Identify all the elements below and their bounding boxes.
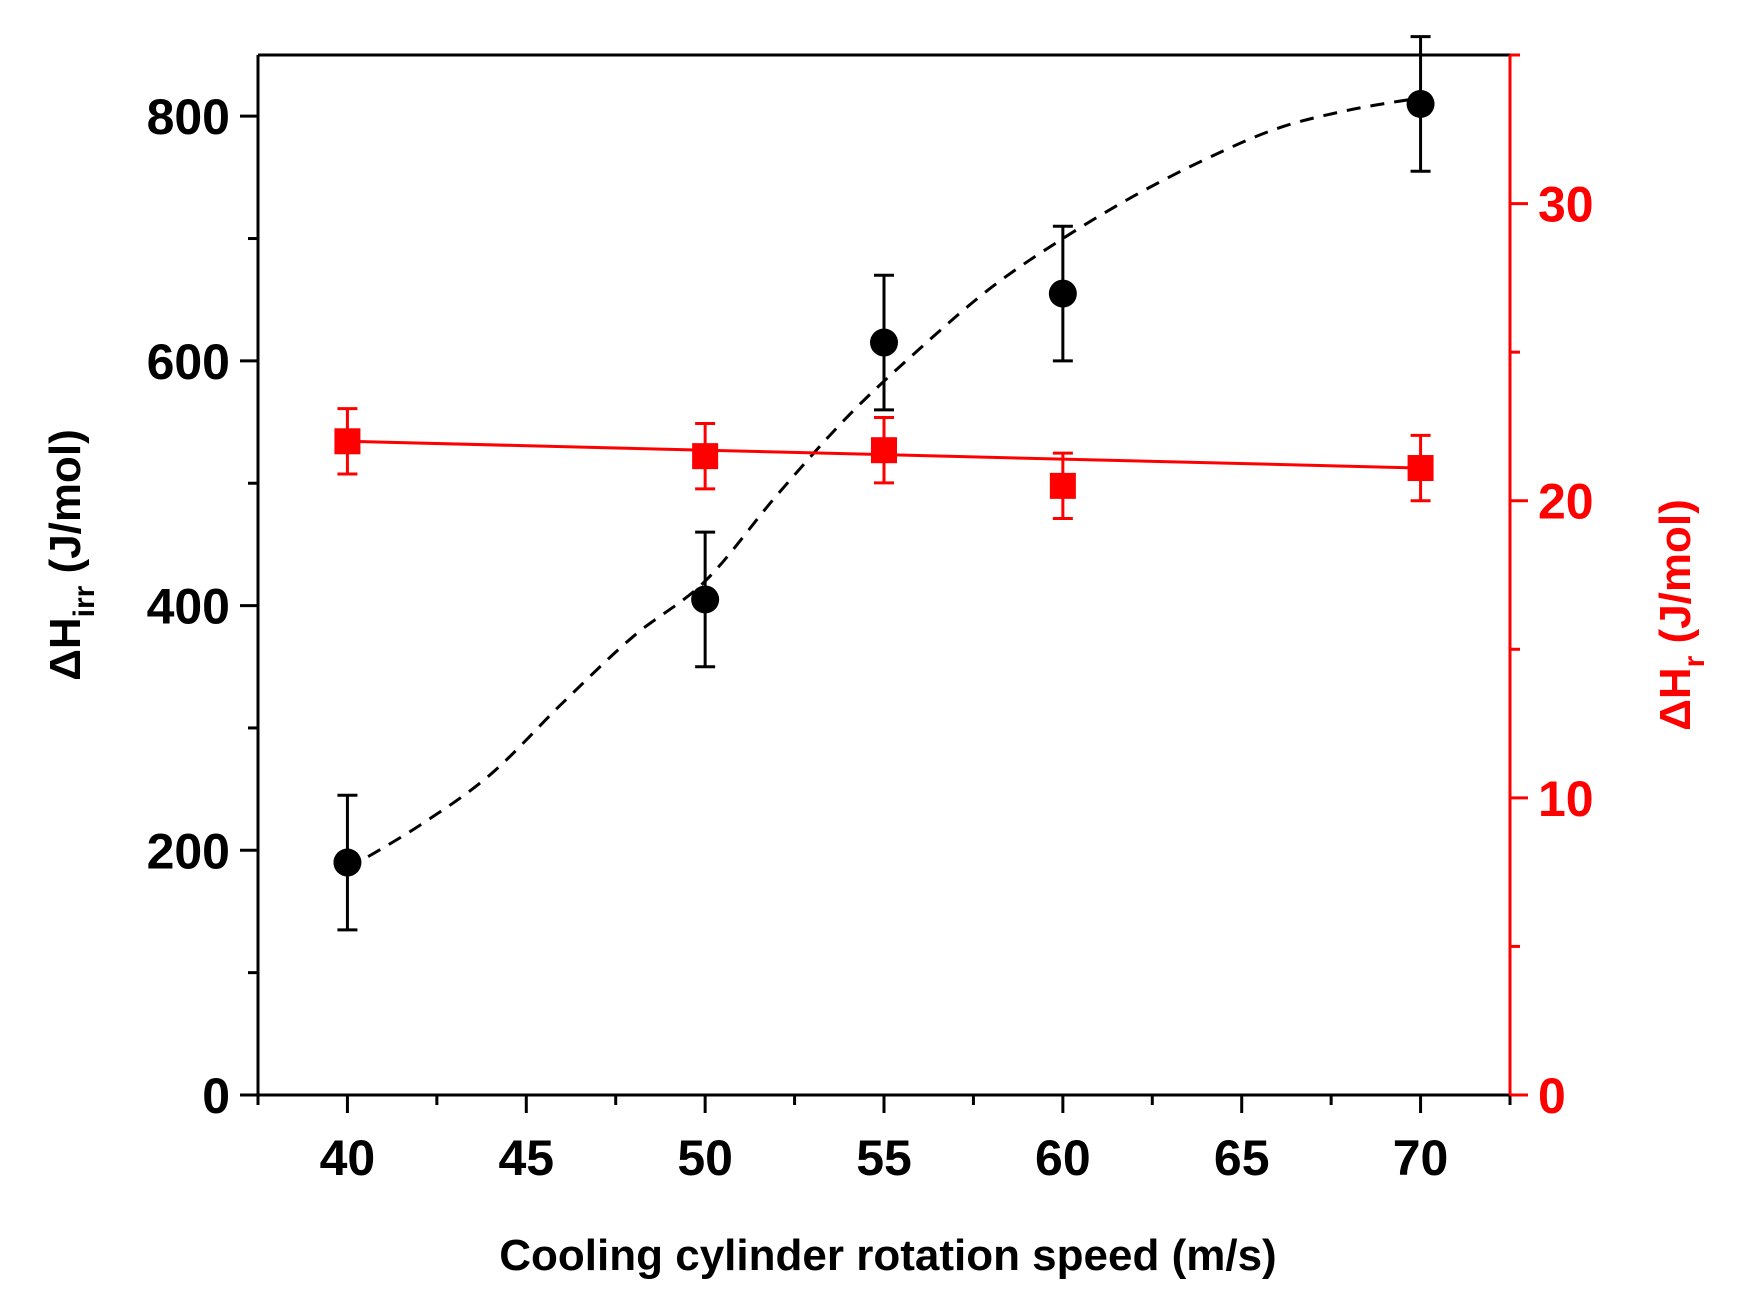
x-tick-label: 70 xyxy=(1393,1130,1449,1186)
y-left-tick-label: 800 xyxy=(147,89,230,145)
y-left-title-unit: (J/mol) xyxy=(41,429,90,585)
y-left-axis: 0 200 400 600 800 xyxy=(147,89,258,1124)
y-right-title-main: ΔH xyxy=(1651,667,1700,730)
y-left-title-main: ΔH xyxy=(41,617,90,680)
dh-irr-point xyxy=(1406,89,1435,118)
dh-r-point xyxy=(871,437,897,464)
y-right-axis-title: ΔHr (J/mol) xyxy=(1651,499,1711,731)
dh-irr-point xyxy=(1048,279,1077,308)
dh-r-point xyxy=(692,443,719,470)
dh-r-point xyxy=(1407,455,1434,482)
y-right-title-unit: (J/mol) xyxy=(1651,499,1700,655)
y-left-tick-label: 0 xyxy=(202,1068,230,1124)
y-left-tick-label: 200 xyxy=(147,823,230,879)
x-tick-label: 65 xyxy=(1214,1130,1270,1186)
y-right-tick-label: 20 xyxy=(1538,474,1594,530)
x-axis: 40 45 50 55 60 65 70 xyxy=(256,1095,1512,1186)
x-tick-label: 60 xyxy=(1035,1130,1091,1186)
dh-irr-point xyxy=(333,848,362,877)
y-right-title-sub: r xyxy=(1678,655,1711,667)
y-left-axis-title: ΔHirr (J/mol) xyxy=(41,429,101,681)
y-left-tick-label: 400 xyxy=(147,579,230,635)
dh-irr-point xyxy=(691,585,720,614)
y-left-tick-label: 600 xyxy=(147,334,230,390)
dh-irr-point xyxy=(870,328,898,357)
y-left-title-sub: irr xyxy=(68,585,101,617)
x-tick-label: 50 xyxy=(677,1130,733,1186)
y-right-tick-label: 10 xyxy=(1538,771,1594,827)
series-layer xyxy=(333,35,1435,932)
x-tick-label: 40 xyxy=(320,1130,376,1186)
dh-r-point xyxy=(334,428,361,455)
y-right-tick-label: 30 xyxy=(1538,177,1594,233)
dh-r-point xyxy=(1049,472,1076,499)
x-tick-label: 45 xyxy=(498,1130,554,1186)
x-axis-title: Cooling cylinder rotation speed (m/s) xyxy=(499,1231,1276,1280)
dh-irr-fit-line xyxy=(346,96,1421,870)
x-tick-label: 55 xyxy=(856,1130,912,1186)
y-right-axis: 0 10 20 30 xyxy=(1510,53,1594,1124)
y-right-tick-label: 0 xyxy=(1538,1068,1566,1124)
